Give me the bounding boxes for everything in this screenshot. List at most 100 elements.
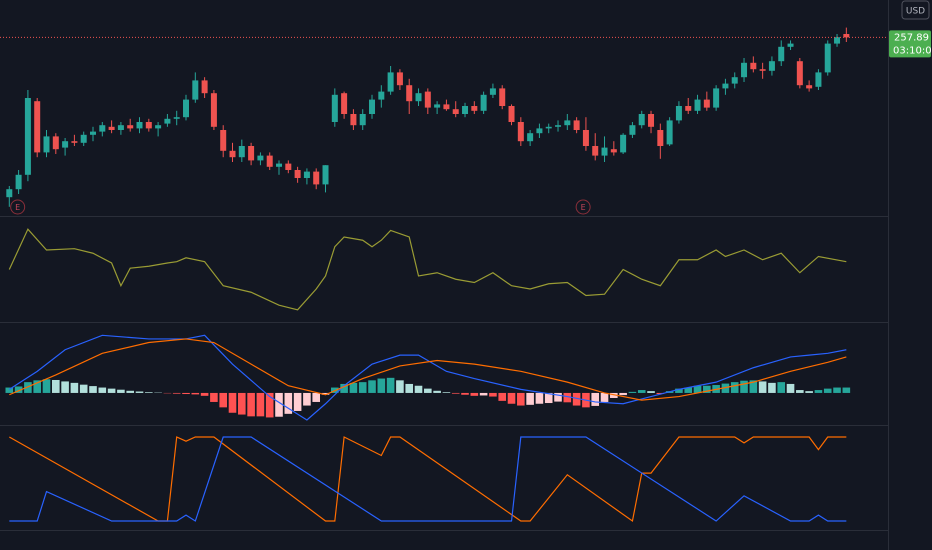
candle-body: [443, 104, 450, 110]
histogram-bar: [321, 392, 330, 395]
histogram-bar: [312, 392, 321, 402]
candle-body: [303, 171, 310, 178]
histogram-bar: [749, 380, 758, 393]
candle-body: [806, 85, 813, 89]
candle-body: [201, 80, 208, 94]
histogram-bar: [247, 392, 255, 417]
indicator-line: [9, 436, 847, 522]
histogram-bar: [833, 387, 841, 393]
histogram-bar: [703, 385, 711, 393]
histogram-bar: [172, 392, 181, 394]
candle-body: [703, 99, 710, 108]
histogram-bar: [293, 392, 302, 411]
currency-box: [901, 0, 930, 20]
indicator-line: [9, 338, 847, 401]
histogram-bar: [228, 392, 237, 413]
histogram-bar: [182, 392, 190, 395]
histogram-bar: [145, 392, 153, 393]
candle-body: [508, 106, 515, 122]
histogram-bar: [275, 392, 283, 417]
candle-body: [834, 37, 841, 44]
candle-body: [238, 146, 245, 158]
candle-body: [843, 34, 850, 38]
candle-body: [266, 155, 273, 167]
currency-label: USD: [906, 7, 925, 17]
candle-body: [815, 72, 822, 87]
candle-body: [536, 128, 543, 134]
histogram-bar: [600, 392, 609, 402]
candle-body: [638, 114, 645, 126]
histogram-bar: [349, 382, 358, 393]
histogram-bar: [405, 383, 414, 393]
candle-body: [545, 126, 552, 129]
candle-body: [489, 88, 496, 95]
histogram-bar: [777, 382, 786, 393]
candle-body: [229, 150, 236, 158]
candle-body: [285, 163, 292, 170]
histogram-bar: [284, 392, 293, 414]
histogram-bar: [526, 392, 534, 405]
indicator-line: [8, 334, 847, 421]
histogram-bar: [591, 392, 600, 406]
candle-body: [378, 91, 385, 100]
candle-body: [666, 120, 673, 145]
candle-body: [313, 171, 320, 185]
candle-body: [750, 62, 757, 70]
candle-body: [62, 141, 69, 148]
labels: 257.89 03:10:00 USD E E: [15, 0, 932, 212]
candle-body: [620, 134, 627, 153]
histogram-bar: [675, 388, 683, 393]
histogram-bar: [786, 383, 795, 393]
earnings-marker[interactable]: [10, 199, 26, 215]
candle-body: [796, 61, 803, 86]
candle-body: [210, 93, 217, 127]
candle-body: [741, 62, 748, 78]
candle-body: [713, 88, 720, 108]
histogram-bar: [507, 392, 516, 404]
histogram-bar: [70, 382, 79, 393]
histogram-bar: [758, 381, 767, 393]
candle-body: [136, 122, 143, 129]
candle-body: [824, 43, 831, 73]
candle-body: [80, 134, 87, 143]
histogram-bar: [396, 380, 404, 393]
candle-body: [24, 98, 31, 175]
candle-body: [396, 72, 403, 86]
candle-body: [555, 125, 562, 127]
indicator-pane: [9, 436, 847, 523]
candle-body: [768, 61, 775, 71]
candle-body: [99, 125, 106, 132]
candle-body: [359, 114, 366, 126]
candle-body: [192, 80, 199, 100]
histogram-bar: [684, 387, 693, 393]
histogram-bar: [647, 391, 655, 393]
earnings-marker[interactable]: [575, 199, 591, 215]
histogram-bar: [433, 390, 441, 393]
candle-body: [434, 104, 441, 108]
candle-body: [294, 170, 301, 178]
candles: [6, 27, 850, 207]
candle-body: [759, 69, 766, 71]
histogram-bar: [572, 392, 581, 406]
candle-body: [108, 126, 115, 130]
candle-body: [15, 174, 22, 190]
histogram-bar: [256, 392, 265, 417]
histogram-bar: [14, 386, 23, 393]
candle-body: [731, 77, 738, 84]
candle-body: [480, 94, 487, 111]
candle-body: [592, 146, 599, 156]
histogram-bar: [414, 385, 423, 393]
candle-body: [117, 125, 124, 130]
candle-body: [71, 141, 78, 143]
candle-body: [601, 147, 608, 156]
candle-body: [415, 93, 422, 102]
histogram-bar: [368, 380, 376, 393]
histogram-bar: [200, 392, 209, 396]
countdown-label: 03:10:00: [893, 45, 932, 56]
candle-body: [471, 106, 478, 111]
candle-body: [462, 106, 469, 114]
histogram-bar: [544, 392, 553, 404]
histogram-bar: [42, 379, 51, 393]
histogram-bar: [796, 390, 804, 393]
